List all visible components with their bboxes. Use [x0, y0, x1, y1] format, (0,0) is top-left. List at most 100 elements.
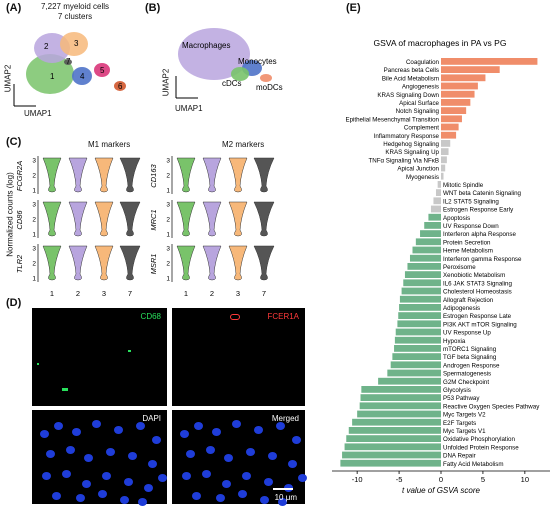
- gsva-bar: [441, 90, 475, 98]
- violin-shape: [176, 157, 196, 193]
- violin-ytick-label: 1: [32, 232, 36, 239]
- violin-ytick-label: 2: [166, 173, 170, 180]
- nucleus: [114, 426, 123, 434]
- violin-shape: [119, 157, 141, 193]
- gsva-bar-label: Xenobiotic Metabolism: [443, 272, 505, 279]
- violin-shape: [253, 201, 275, 237]
- panel-a-title: 7,227 myeloid cells 7 clusters: [30, 2, 120, 22]
- gsva-bar-label: Apical Surface: [399, 100, 439, 107]
- nucleus: [124, 478, 133, 486]
- label-monocytes: Monocytes: [238, 57, 277, 66]
- cdcs-blob: [231, 67, 249, 81]
- panel-a-title-line1: 7,227 myeloid cells: [40, 2, 110, 11]
- gsva-bar: [441, 66, 500, 73]
- gsva-bar-label: Epithelial Mesenchymal Transition: [345, 116, 439, 123]
- m1-gene-label: FCGR2A: [15, 161, 24, 191]
- violin-shape: [94, 245, 114, 281]
- nucleus: [224, 454, 233, 462]
- gsva-bar-label: Inflammatory Response: [374, 133, 440, 140]
- gsva-bar-label: E2F Targets: [443, 420, 476, 427]
- gsva-bar-label: Spermatogenesis: [443, 371, 491, 378]
- umap-clusters-plot: 1 2 3 4 5 6 7: [13, 32, 126, 107]
- nucleus: [72, 428, 81, 436]
- nucleus: [106, 448, 115, 456]
- m2-gene-label: MSR1: [149, 254, 158, 275]
- violin-cluster-label: 2: [210, 289, 214, 298]
- gsva-bar: [441, 74, 486, 82]
- violin-shape: [42, 201, 62, 237]
- gsva-bar: [409, 254, 441, 262]
- m1-gene-label: TLR2: [15, 254, 24, 273]
- nucleus: [40, 430, 49, 438]
- gsva-bar: [340, 459, 441, 467]
- cluster-label-7: 7: [66, 57, 71, 66]
- violin-ytick-label: 3: [166, 246, 170, 253]
- violin-cluster-label: 7: [128, 289, 132, 298]
- gsva-bar: [424, 222, 441, 229]
- gsva-bar: [441, 172, 444, 180]
- violin-shape: [68, 157, 88, 193]
- gsva-bar: [378, 377, 441, 385]
- nucleus: [92, 420, 101, 428]
- nucleus: [276, 422, 285, 430]
- gsva-bar-label: mTORC1 Signaling: [443, 346, 497, 353]
- gsva-bar-label: Hypoxia: [443, 338, 466, 345]
- micro-fcer1a: FCER1A: [172, 308, 305, 406]
- gsva-bar: [430, 205, 441, 213]
- violin-shape: [68, 245, 88, 281]
- gsva-bar: [441, 58, 538, 65]
- gsva-bar: [357, 410, 441, 418]
- cluster-3-blob: [60, 32, 88, 56]
- scale-bar-label: 10 μm: [274, 493, 297, 502]
- nucleus: [52, 492, 61, 500]
- gsva-bar-label: Bile Acid Metabolism: [382, 75, 439, 82]
- violin-ytick-label: 3: [32, 158, 36, 165]
- nucleus: [84, 454, 93, 462]
- violin-ytick-label: 1: [32, 188, 36, 195]
- gsva-bar: [441, 156, 447, 164]
- micro-dapi-label: DAPI: [142, 414, 161, 423]
- m2-gene-label: MRC1: [149, 209, 158, 230]
- cluster-label-5: 5: [100, 66, 105, 75]
- nucleus: [278, 498, 287, 506]
- nucleus: [202, 470, 211, 478]
- violin-shape: [202, 201, 222, 237]
- nucleus: [292, 436, 301, 444]
- cluster-label-4: 4: [80, 72, 85, 81]
- cluster-label-2: 2: [44, 42, 49, 51]
- gsva-bar: [435, 189, 441, 196]
- gsva-bar-label: Protein Secretion: [443, 239, 491, 246]
- violin-shape: [94, 157, 114, 193]
- nucleus: [42, 472, 51, 480]
- panel-e-letter: (E): [346, 2, 361, 14]
- micro-fcer1a-label: FCER1A: [267, 312, 299, 321]
- nucleus: [54, 422, 63, 430]
- gsva-bar-label: PI3K AKT mTOR Signaling: [443, 321, 517, 328]
- gsva-bar-label: Estrogen Response Late: [443, 313, 512, 320]
- violin-ytick-label: 1: [166, 276, 170, 283]
- gsva-bar-label: Myc Targets V1: [443, 428, 486, 435]
- scale-bar: [273, 488, 293, 490]
- violin-ytick-label: 2: [32, 261, 36, 268]
- nucleus: [102, 472, 111, 480]
- gsva-bar: [392, 353, 441, 360]
- violin-cluster-label: 1: [184, 289, 188, 298]
- gsva-bar: [346, 435, 441, 442]
- gsva-bar-label: G2M Checkpoint: [443, 379, 489, 386]
- nucleus: [158, 474, 167, 482]
- nucleus: [260, 496, 269, 504]
- gsva-chart-title: GSVA of macrophages in PA vs PG: [374, 38, 507, 48]
- gsva-bar-label: Glycolysis: [443, 387, 471, 394]
- nucleus: [82, 480, 91, 488]
- violin-shape: [119, 201, 141, 237]
- gsva-bar-label: UV Response Up: [443, 330, 491, 337]
- violin-ytick-label: 2: [32, 173, 36, 180]
- gsva-bar-label: Coagulation: [406, 59, 440, 66]
- nucleus: [216, 494, 225, 502]
- gsva-bar: [342, 451, 441, 459]
- gsva-bar: [401, 287, 441, 295]
- gsva-bar-label: Apoptosis: [443, 215, 470, 222]
- gsva-bar-label: Interferon gamma Response: [443, 256, 522, 263]
- violin-cluster-label: 2: [76, 289, 80, 298]
- gsva-bar-label: UV Response Down: [443, 223, 499, 230]
